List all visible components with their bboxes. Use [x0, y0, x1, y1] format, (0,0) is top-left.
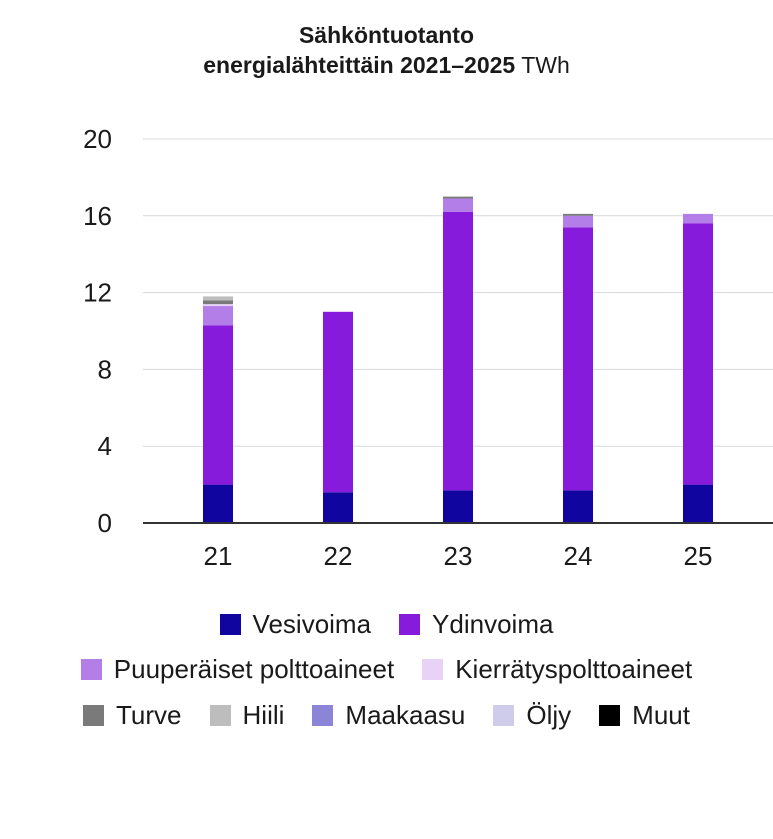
x-tick-label: 21	[204, 541, 233, 571]
bar-segment	[563, 490, 593, 523]
bar-segment	[323, 311, 353, 493]
bar-segment	[563, 227, 593, 491]
bar-segment	[203, 484, 233, 523]
x-tick-label: 23	[444, 541, 473, 571]
legend-swatch	[493, 705, 515, 726]
chart-title: Sähköntuotanto energialähteittäin 2021–2…	[0, 20, 773, 80]
bar-segment	[443, 490, 473, 523]
x-tick-label: 24	[564, 541, 593, 571]
bar-segment	[443, 211, 473, 491]
bar-segment	[203, 300, 233, 305]
legend-item: Hiili	[209, 700, 285, 731]
x-tick-label: 25	[684, 541, 713, 571]
legend-item: Turve	[83, 700, 182, 731]
legend-swatch	[80, 659, 102, 680]
bar-segment	[203, 306, 233, 326]
legend-swatch	[422, 659, 444, 680]
legend-swatch	[83, 705, 105, 726]
legend-item: Kierrätyspolttoaineet	[422, 654, 692, 685]
legend-label: Turve	[116, 700, 182, 730]
title-line-2: energialähteittäin 2021–2025	[203, 52, 516, 78]
legend-item: Öljy	[493, 700, 571, 731]
legend-row: Puuperäiset polttoaineet Kierrätyspolttoa…	[0, 654, 773, 685]
legend-label: Vesivoima	[252, 609, 372, 639]
x-tick-label: 22	[324, 541, 353, 571]
legend-row: Turve Hiili Maakaasu Öljy Muut	[0, 700, 773, 731]
title-line-1: Sähköntuotanto	[298, 22, 475, 48]
legend-swatch	[209, 705, 231, 726]
bar-segment	[203, 296, 233, 301]
y-tick-label: 12	[83, 278, 112, 308]
bar-segment	[443, 198, 473, 212]
bar-segment	[443, 196, 473, 199]
legend-item: Ydinvoima	[399, 609, 553, 640]
legend-swatch	[399, 614, 421, 635]
bar-segment	[203, 304, 233, 307]
legend-label: Hiili	[242, 700, 285, 730]
legend-swatch	[312, 705, 334, 726]
legend-label: Muut	[632, 700, 690, 730]
y-tick-label: 16	[83, 201, 112, 231]
bar-segment	[683, 484, 713, 523]
legend-item: Maakaasu	[312, 700, 465, 731]
stacked-bar-chart: 0 4 8 12 16 20 21 22 23 24 25	[83, 124, 773, 571]
title-unit: TWh	[521, 52, 570, 78]
legend-label: Kierrätyspolttoaineet	[455, 654, 693, 684]
legend-item: Muut	[599, 700, 690, 731]
legend-row: Vesivoima Ydinvoima	[0, 609, 773, 640]
bar-segment	[683, 223, 713, 485]
bar-segment	[323, 492, 353, 523]
bar-segment	[203, 325, 233, 485]
legend-label: Puuperäiset polttoaineet	[113, 654, 395, 684]
legend-label: Ydinvoima	[432, 609, 554, 639]
y-tick-label: 4	[98, 431, 112, 461]
bar-segment	[563, 215, 593, 228]
y-tick-label: 20	[83, 124, 112, 154]
y-tick-label: 8	[98, 354, 112, 384]
y-tick-label: 0	[98, 508, 112, 538]
bar-segment	[683, 213, 713, 224]
bar-segment	[563, 213, 593, 216]
legend-item: Puuperäiset polttoaineet	[80, 654, 395, 685]
legend-item: Vesivoima	[219, 609, 372, 640]
legend-swatch	[219, 614, 241, 635]
legend-label: Maakaasu	[345, 700, 466, 730]
legend-label: Öljy	[526, 700, 572, 730]
legend-swatch	[599, 705, 621, 726]
